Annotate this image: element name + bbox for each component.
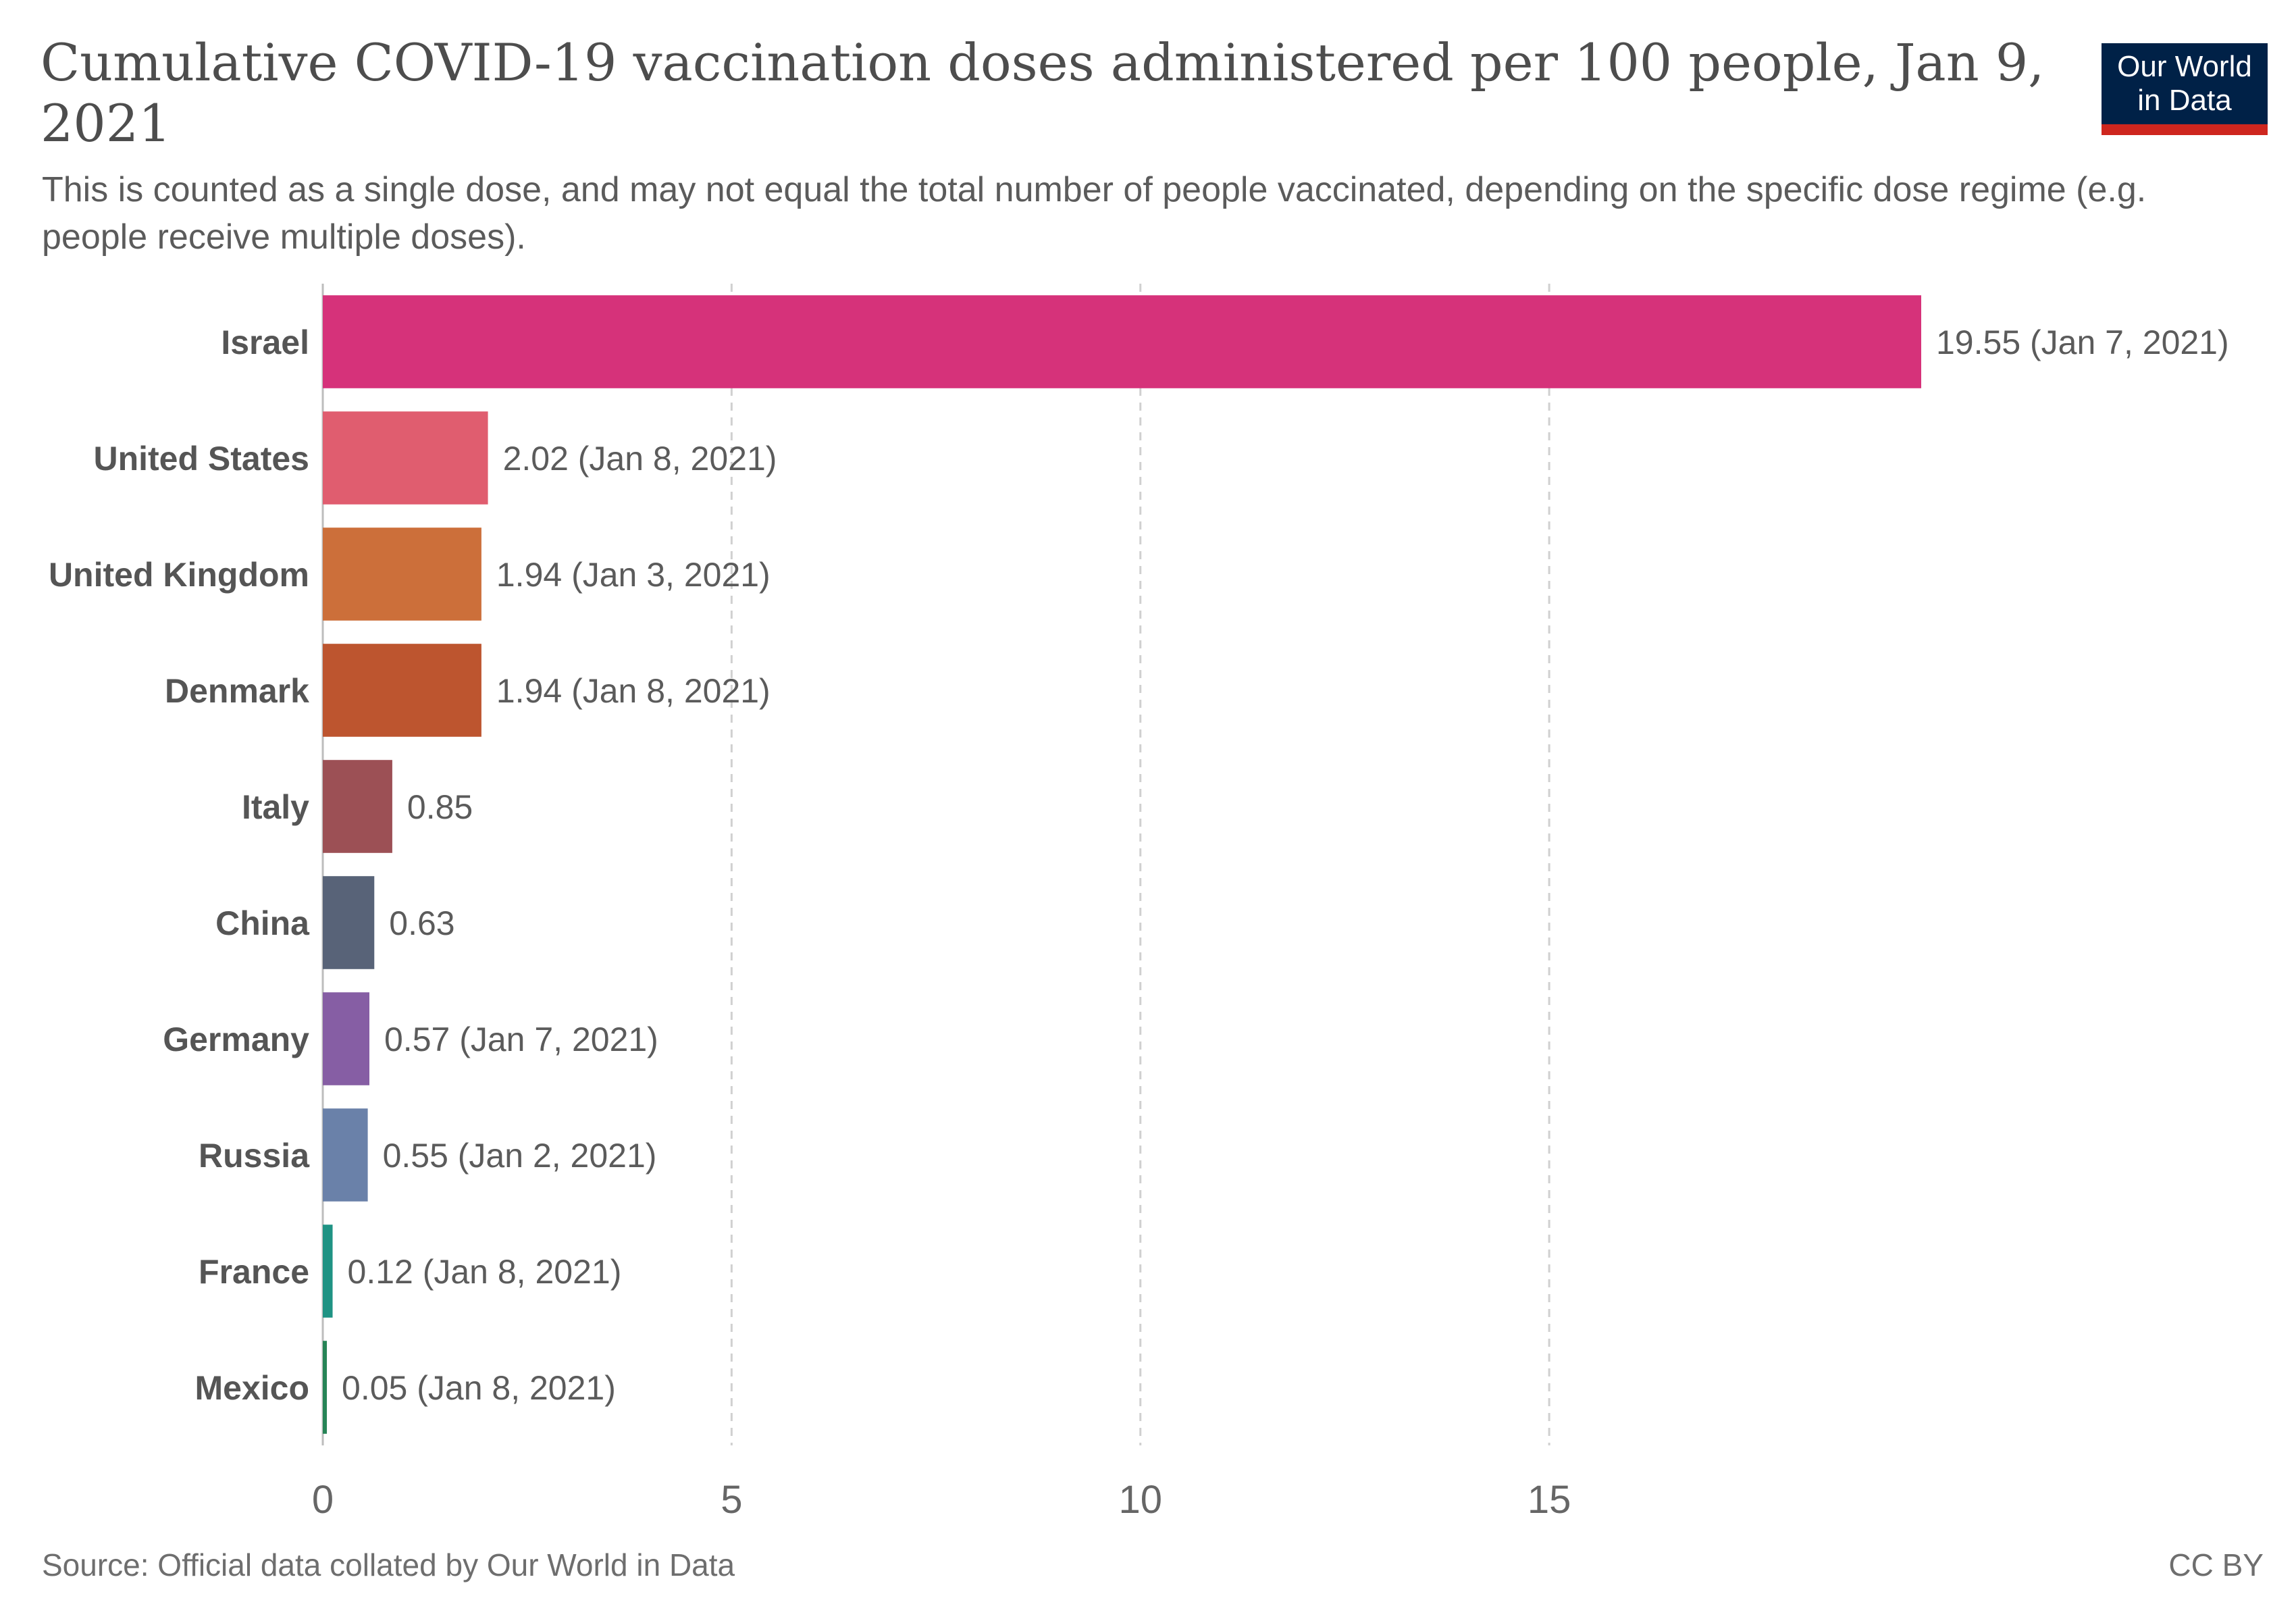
category-label: Israel — [221, 324, 309, 361]
chart-subtitle: This is counted as a single dose, and ma… — [42, 170, 2147, 257]
logo-line-2: in Data — [2137, 84, 2232, 117]
bar-mexico[interactable] — [323, 1341, 328, 1434]
category-label: United Kingdom — [49, 556, 309, 594]
bar-china[interactable] — [323, 876, 375, 969]
x-axis-ticks: 0 5 10 15 — [312, 1478, 1571, 1522]
x-tick-label-3: 15 — [1528, 1478, 1571, 1522]
bar-france[interactable] — [323, 1225, 333, 1318]
bar-germany[interactable] — [323, 992, 370, 1085]
category-label: France — [199, 1253, 309, 1291]
category-label: Mexico — [194, 1369, 309, 1407]
value-label: 0.12 (Jan 8, 2021) — [348, 1253, 622, 1291]
value-label: 0.85 — [407, 788, 473, 826]
category-label: United States — [93, 440, 309, 478]
category-label: China — [215, 904, 310, 942]
license-link[interactable]: CC BY — [2168, 1547, 2264, 1583]
value-label: 0.57 (Jan 7, 2021) — [384, 1021, 658, 1058]
chart-title: Cumulative COVID-19 vaccination doses ad… — [41, 32, 2045, 153]
bars: Israel 19.55 (Jan 7, 2021) United States 2.… — [49, 295, 2229, 1434]
bar-russia[interactable] — [323, 1108, 368, 1202]
value-label: 0.55 (Jan 2, 2021) — [383, 1137, 657, 1175]
bar-italy[interactable] — [323, 760, 392, 853]
bar-united-kingdom[interactable] — [323, 528, 481, 621]
category-label: Denmark — [165, 672, 309, 710]
value-label: 19.55 (Jan 7, 2021) — [1936, 324, 2229, 361]
category-label: Italy — [242, 788, 309, 826]
bar-united-states[interactable] — [323, 411, 488, 505]
bar-denmark[interactable] — [323, 644, 481, 737]
x-tick-label-0: 0 — [312, 1478, 334, 1522]
x-tick-label-1: 5 — [721, 1478, 742, 1522]
category-label: Germany — [163, 1021, 309, 1058]
value-label: 1.94 (Jan 8, 2021) — [496, 672, 771, 710]
source-note[interactable]: Source: Official data collated by Our Wo… — [42, 1547, 735, 1583]
x-tick-label-2: 10 — [1118, 1478, 1162, 1522]
logo-line-1: Our World — [2117, 50, 2252, 83]
bar-israel[interactable] — [323, 295, 1921, 388]
value-label: 1.94 (Jan 3, 2021) — [496, 556, 771, 594]
value-label: 2.02 (Jan 8, 2021) — [503, 440, 777, 478]
value-label: 0.63 — [389, 904, 454, 942]
category-label: Russia — [199, 1137, 310, 1175]
value-label: 0.05 (Jan 8, 2021) — [342, 1369, 616, 1407]
owid-logo[interactable]: Our World in Data — [2102, 43, 2268, 135]
